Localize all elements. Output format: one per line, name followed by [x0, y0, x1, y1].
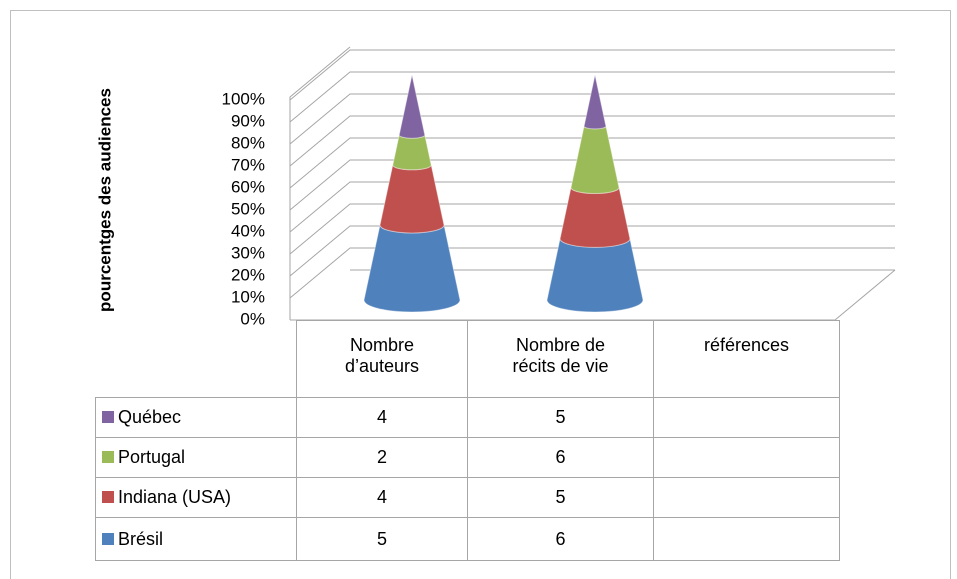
value-cell — [653, 437, 840, 478]
y-tick-label: 90% — [231, 111, 265, 130]
value-cell — [653, 517, 840, 561]
legend-cell: Québec — [95, 397, 297, 438]
cone-segment — [392, 134, 432, 171]
grid-line — [289, 159, 895, 211]
grid-line — [289, 181, 895, 233]
legend-label: Indiana (USA) — [118, 487, 232, 507]
corner — [95, 320, 297, 398]
grid-line — [289, 71, 895, 123]
legend-label: Portugal — [118, 447, 186, 467]
grid-line — [289, 247, 895, 299]
cone-segment — [398, 74, 426, 139]
data-table: Nombre d’auteurs Nombre de récits de vie r… — [95, 320, 840, 561]
grid-line — [289, 49, 895, 101]
value-cell: 2 — [296, 437, 468, 478]
category-cell: références — [653, 320, 840, 398]
series-row: Brésil 5 6 — [95, 517, 840, 561]
cone-segment — [379, 164, 445, 234]
category-label: Nombre de récits de vie — [512, 335, 609, 376]
cone-segment — [546, 238, 644, 313]
value-cell: 5 — [467, 397, 654, 438]
cone-segment — [583, 74, 607, 130]
side-wall — [289, 46, 351, 320]
value-cell — [653, 477, 840, 518]
value-cell — [653, 397, 840, 438]
header-row: Nombre d’auteurs Nombre de récits de vie r… — [95, 320, 840, 398]
cone-segment — [363, 224, 461, 313]
legend-swatch — [102, 451, 114, 463]
legend-label: Québec — [118, 407, 182, 427]
y-tick-label: 100% — [222, 89, 265, 108]
category-cell: Nombre d’auteurs — [296, 320, 468, 398]
grid-line — [289, 203, 895, 255]
y-tick-label: 50% — [231, 199, 265, 218]
y-tick-label: 70% — [231, 155, 265, 174]
legend-cell: Brésil — [95, 517, 297, 561]
y-tick-label: 40% — [231, 221, 265, 240]
y-tick-label: 80% — [231, 133, 265, 152]
category-label: références — [703, 335, 790, 355]
y-tick-label: 10% — [231, 287, 265, 306]
y-axis-title: pourcentges des audiences — [95, 88, 114, 312]
grid-line — [289, 225, 895, 277]
legend-swatch — [102, 532, 114, 545]
grid-line — [289, 93, 895, 145]
grid-line — [289, 137, 895, 189]
legend-cell: Indiana (USA) — [95, 477, 297, 518]
legend-swatch — [102, 491, 114, 503]
value-cell: 5 — [467, 477, 654, 518]
cone-segment — [570, 125, 620, 194]
y-tick-label: 20% — [231, 265, 265, 284]
series-row: Indiana (USA) 4 5 — [95, 477, 840, 518]
legend-label: Brésil — [118, 528, 164, 549]
value-cell: 4 — [296, 477, 468, 518]
chart-border — [10, 10, 951, 579]
value-cell: 6 — [467, 437, 654, 478]
series-row: Portugal 2 6 — [95, 437, 840, 478]
value-cell: 4 — [296, 397, 468, 438]
legend-cell: Portugal — [95, 437, 297, 478]
y-tick-label: 60% — [231, 177, 265, 196]
category-label: Nombre d’auteurs — [344, 335, 420, 376]
value-cell: 5 — [296, 517, 468, 561]
cone-segment — [559, 187, 631, 248]
series-row: Québec 4 5 — [95, 397, 840, 438]
value-cell: 6 — [467, 517, 654, 561]
grid-line — [289, 115, 895, 167]
y-tick-label: 30% — [231, 243, 265, 262]
category-cell: Nombre de récits de vie — [467, 320, 654, 398]
legend-swatch — [102, 411, 114, 423]
